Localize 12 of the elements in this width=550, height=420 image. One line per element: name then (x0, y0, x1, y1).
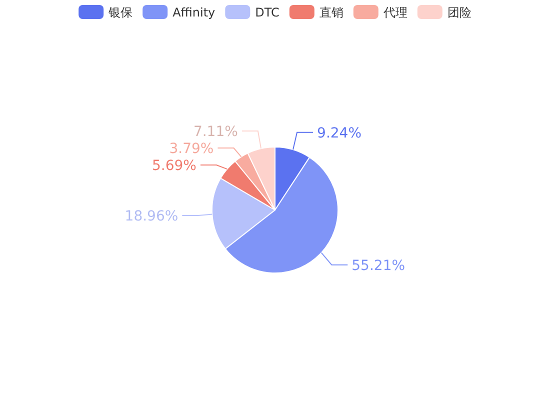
legend-label: 银保 (108, 6, 133, 20)
data-label: 5.69% (152, 158, 196, 174)
legend-label: DTC (255, 6, 280, 20)
legend-label: Affinity (172, 6, 216, 20)
data-label: 9.24% (317, 125, 362, 142)
legend-label: 代理 (382, 6, 408, 20)
data-label: 18.96% (124, 208, 178, 224)
legend-label: 直销 (319, 6, 344, 20)
data-label: 3.79% (169, 141, 214, 158)
legend-label: 团险 (447, 6, 472, 20)
data-label: 7.11% (193, 124, 238, 140)
data-label: 55.21% (352, 258, 406, 274)
